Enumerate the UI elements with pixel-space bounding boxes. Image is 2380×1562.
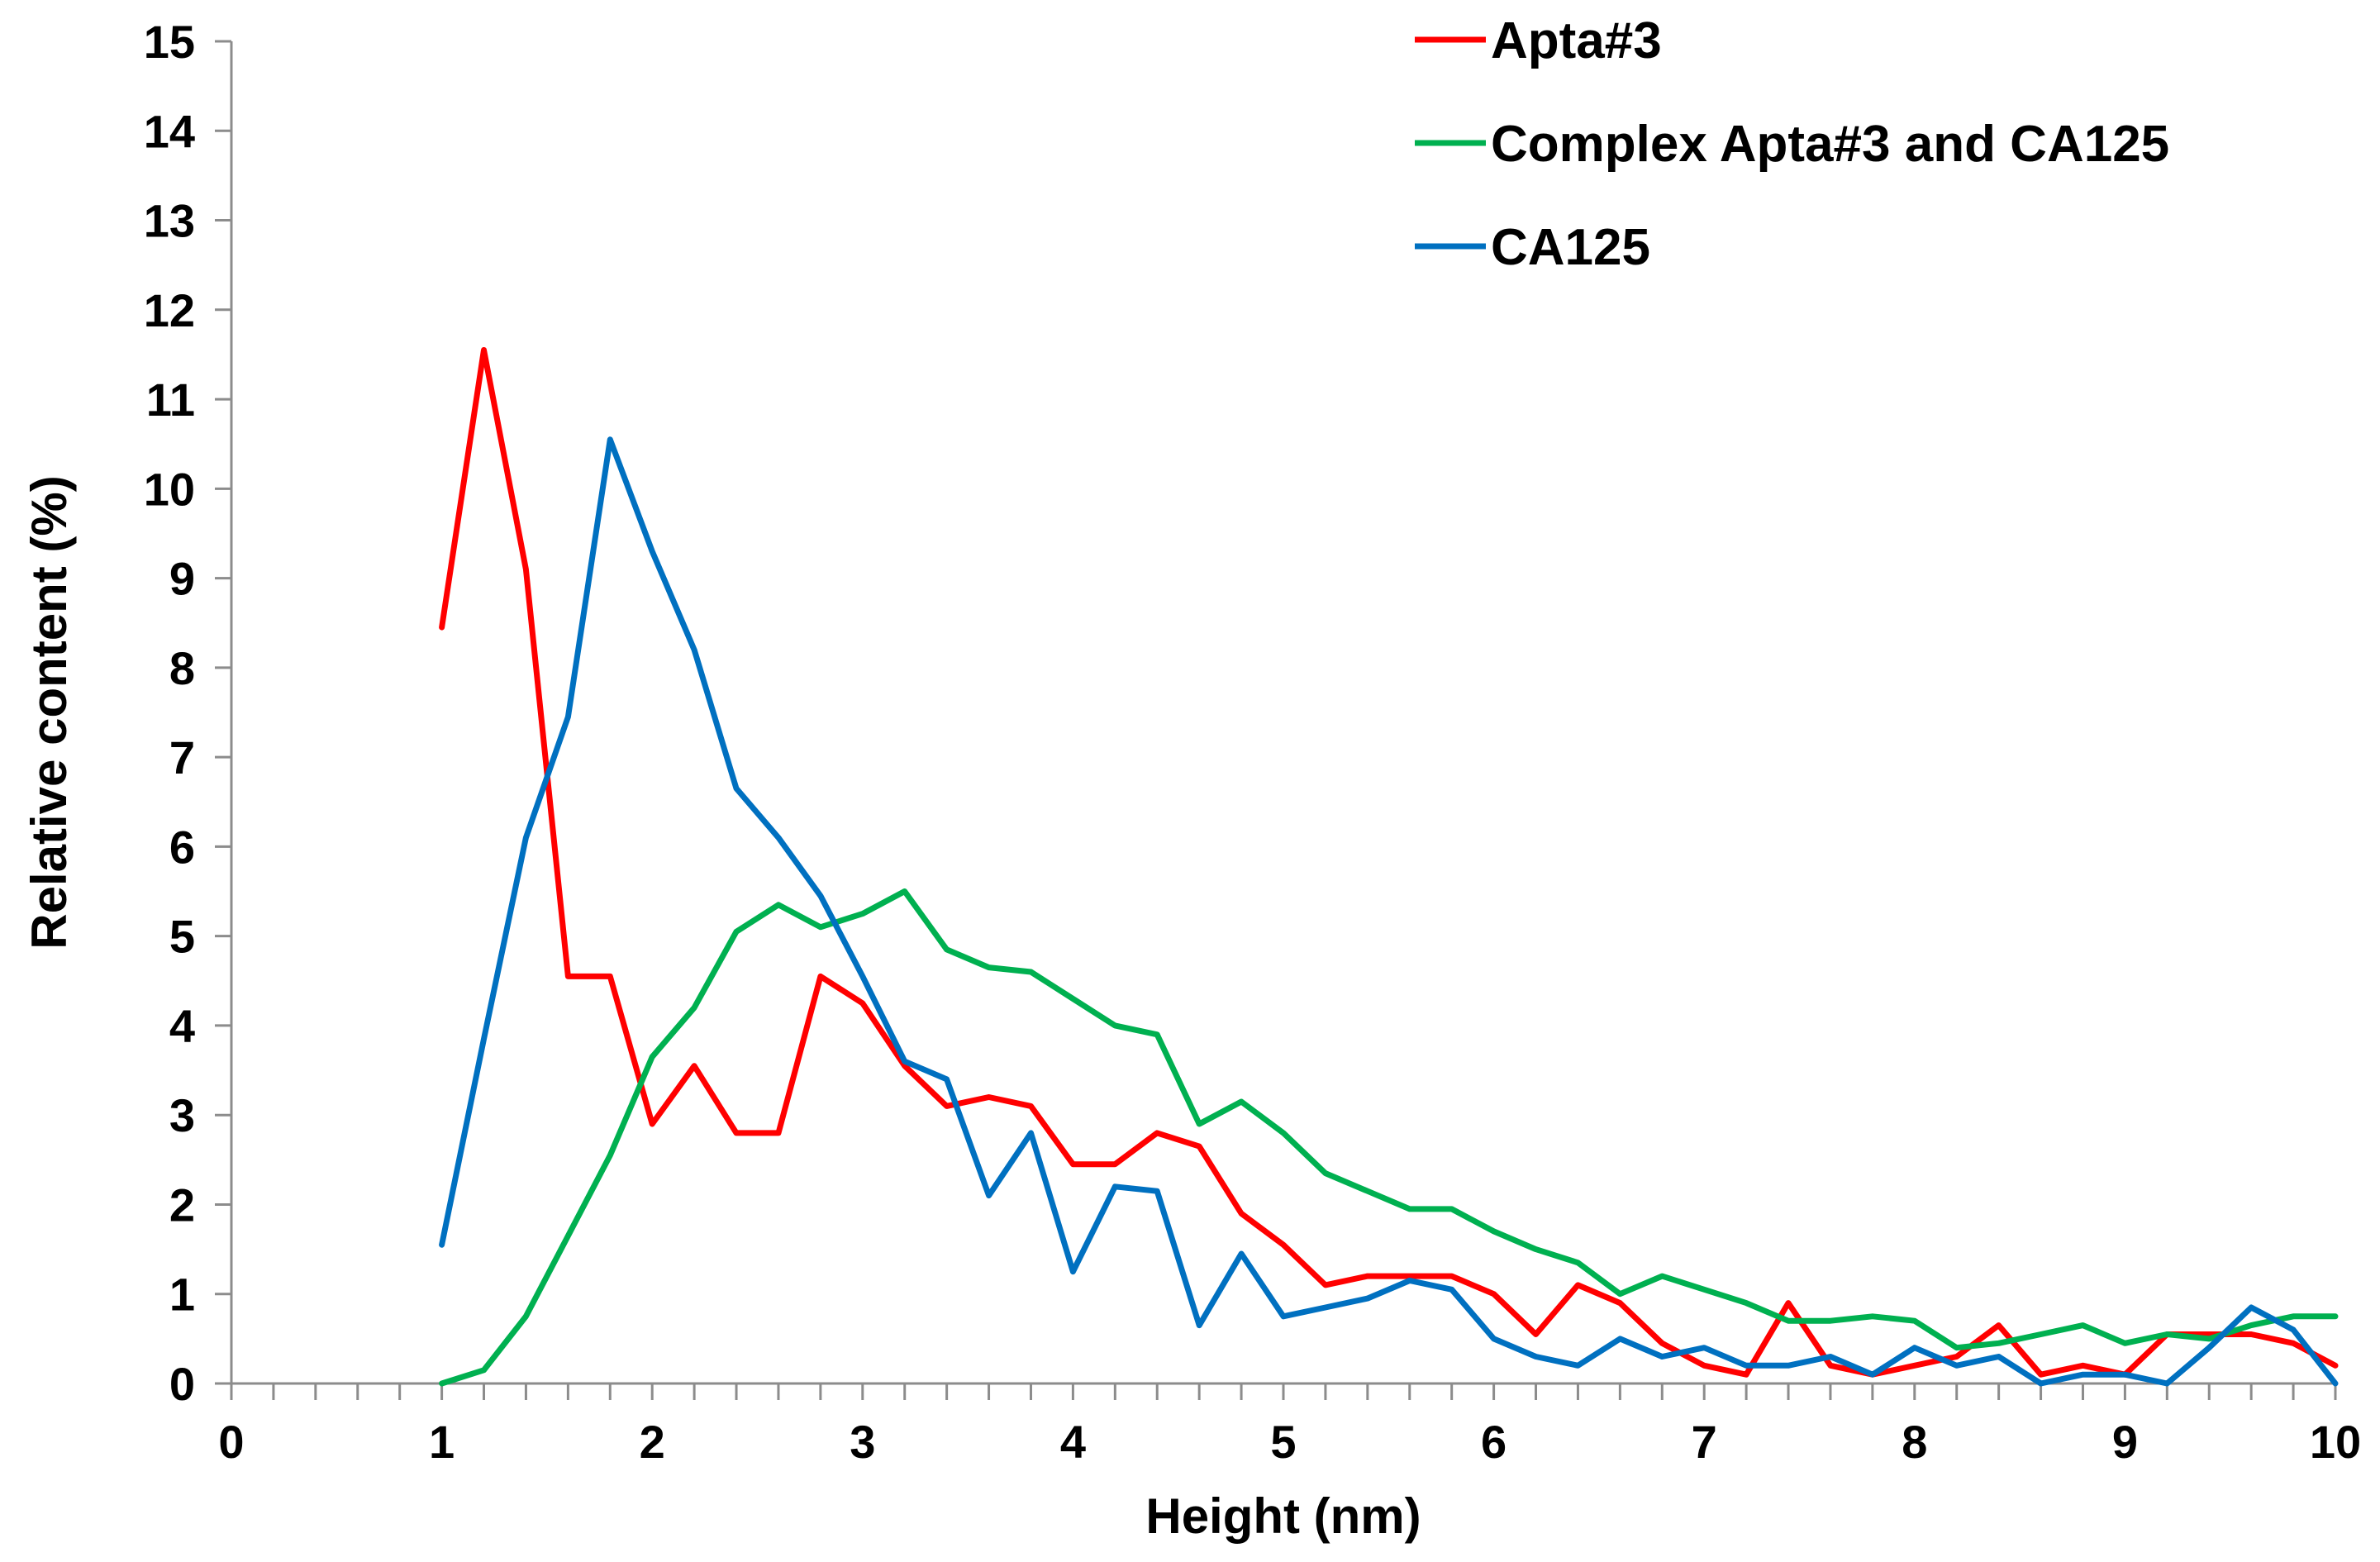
series-layer	[439, 347, 2339, 1387]
x-tick-label: 1	[429, 1416, 455, 1468]
x-tick-label: 3	[850, 1416, 875, 1468]
legend-label-1: Apta#3	[1491, 12, 1662, 69]
y-axis-title: Relative content (%)	[21, 475, 77, 949]
y-tick-label: 3	[169, 1089, 195, 1141]
x-tick-label: 0	[218, 1416, 244, 1468]
x-tick-label: 9	[2112, 1416, 2138, 1468]
x-axis-title: Height (nm)	[1145, 1488, 1421, 1544]
y-tick-label: 5	[169, 911, 195, 963]
y-tick-label: 14	[144, 105, 195, 157]
x-tick-label: 10	[2310, 1416, 2361, 1468]
x-tick-label: 4	[1060, 1416, 1086, 1468]
legend: Apta#3 Complex Apta#3 and CA125 CA125	[1415, 12, 2169, 276]
y-tick-label: 9	[169, 553, 195, 605]
y-tick-label: 13	[144, 195, 195, 247]
y-tick-label: 11	[146, 374, 195, 426]
y-tick-label: 7	[169, 731, 195, 783]
y-tick-label: 12	[144, 284, 195, 336]
y-tick-label: 10	[144, 463, 195, 515]
y-tick-label: 15	[144, 16, 195, 68]
x-tick-label: 8	[1902, 1416, 1927, 1468]
y-tick-label: 2	[169, 1179, 195, 1231]
series-line-3	[439, 436, 2339, 1387]
x-tick-label: 7	[1692, 1416, 1717, 1468]
legend-label-2: Complex Apta#3 and CA125	[1491, 116, 2169, 173]
x-tick-label: 2	[640, 1416, 665, 1468]
y-tick-label: 4	[169, 1000, 195, 1052]
series-line-1	[439, 347, 2339, 1378]
y-tick-label: 8	[169, 642, 195, 694]
x-tick-label: 6	[1481, 1416, 1507, 1468]
x-tick-label: 5	[1270, 1416, 1296, 1468]
legend-label-3: CA125	[1491, 219, 1650, 276]
x-axis-ticks: 0 1 2 3 4 5 6 7 8 9 10	[218, 1383, 2361, 1468]
y-tick-label: 1	[169, 1269, 195, 1321]
y-tick-label: 0	[169, 1358, 195, 1410]
y-tick-label: 6	[169, 821, 195, 873]
series-line-2	[439, 888, 2339, 1387]
